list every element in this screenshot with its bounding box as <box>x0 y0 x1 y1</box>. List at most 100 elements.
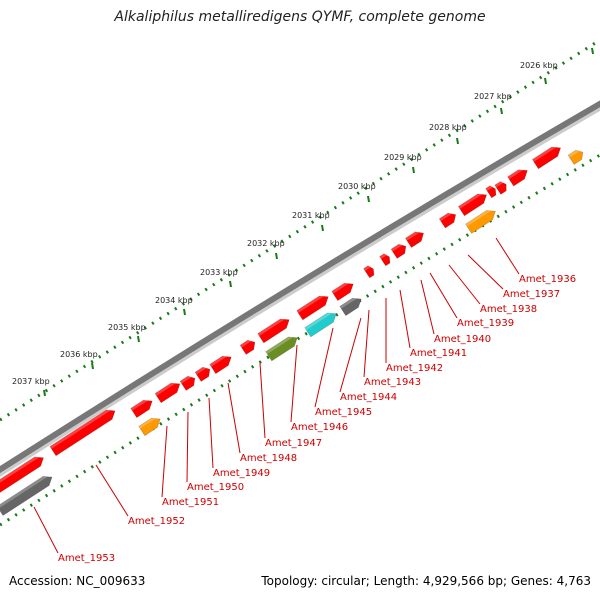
gene-feature <box>138 417 161 437</box>
scale-tick-label: 2032 kbp <box>247 239 285 248</box>
gene-leader-line <box>467 254 504 290</box>
gene-feature <box>405 231 424 248</box>
scale-major-tick <box>275 252 278 260</box>
gene-feature <box>239 339 256 355</box>
scale-tick-label: 2035 kbp <box>108 323 146 332</box>
gene-feature <box>465 210 496 234</box>
gene-label: Amet_1948 <box>240 453 297 464</box>
scale-tick-labels: 2026 kbp 2027 kbp 2028 kbp 2029 kbp 2030 kbp… <box>12 61 558 386</box>
gene-leader-line <box>33 506 59 554</box>
gene-label: Amet_1939 <box>457 318 514 329</box>
scale-major-tick <box>412 166 415 174</box>
gene-feature <box>532 146 561 170</box>
gene-leader-line <box>208 397 214 469</box>
scale-major-tick <box>500 107 503 115</box>
scale-tick-label: 2033 kbp <box>200 268 238 277</box>
gene-label: Amet_1946 <box>291 422 348 433</box>
gene-label: Amet_1947 <box>265 438 322 449</box>
gene-label: Amet_1943 <box>364 377 421 388</box>
gene-label: Amet_1936 <box>519 274 576 285</box>
inner-scale-arc <box>0 153 600 527</box>
scale-major-tick <box>229 280 232 288</box>
gene-leader-line <box>186 411 189 483</box>
gene-feature <box>567 149 584 165</box>
gene-leader-line <box>429 272 458 319</box>
topology-info: Topology: circular; Length: 4,929,566 bp… <box>261 574 591 588</box>
gene-feature <box>0 456 44 494</box>
gene-feature <box>304 312 337 338</box>
gene-feature <box>507 169 528 187</box>
gene-feature <box>130 399 153 419</box>
scale-tick-label: 2026 kbp <box>520 61 558 70</box>
gene-features <box>0 146 584 516</box>
scale-major-tick <box>544 77 547 85</box>
scale-tick-label: 2027 kbp <box>474 92 512 101</box>
scale-major-tick <box>183 308 186 316</box>
gene-feature <box>179 375 196 391</box>
gene-feature <box>458 193 487 217</box>
scale-major-tick <box>591 47 594 55</box>
scale-tick-label: 2028 kbp <box>429 123 467 132</box>
accession-text: Accession: NC_009633 <box>9 574 146 588</box>
gene-feature <box>265 336 298 362</box>
gene-leader-line <box>420 279 435 335</box>
gene-label: Amet_1952 <box>128 516 185 527</box>
scale-major-tick <box>456 137 459 145</box>
gene-feature <box>379 253 391 267</box>
gene-leader-line <box>448 264 481 305</box>
scale-tick-label: 2034 kbp <box>155 296 193 305</box>
gene-leader-line <box>161 425 168 498</box>
gene-feature <box>494 181 507 195</box>
gene-feature <box>296 295 329 321</box>
scale-tick-label: 2031 kbp <box>292 211 330 220</box>
scale-major-tick <box>43 389 46 397</box>
gene-feature <box>485 185 497 199</box>
major-ticks <box>43 47 594 397</box>
outer-scale-arc <box>0 38 600 422</box>
gene-feature <box>194 366 211 382</box>
gene-leader-line <box>339 317 362 393</box>
gene-leader-line <box>314 327 334 408</box>
gene-feature <box>339 297 362 317</box>
gene-leader-line <box>290 344 298 423</box>
gene-leader-line <box>227 382 241 454</box>
map-title: Alkaliphilus metalliredigens QYMF, compl… <box>114 9 486 25</box>
gene-label: Amet_1949 <box>213 468 270 479</box>
gene-leader-line <box>259 362 266 439</box>
scale-tick-label: 2036 kbp <box>60 350 98 359</box>
gene-feature <box>49 409 116 457</box>
gene-label: Amet_1942 <box>386 363 443 374</box>
scale-major-tick <box>367 195 370 203</box>
gene-feature <box>0 476 53 516</box>
backbone-arc <box>0 100 600 474</box>
scale-tick-label: 2029 kbp <box>384 153 422 162</box>
gene-feature <box>390 243 407 259</box>
scale-major-tick <box>91 362 94 370</box>
gene-label: Amet_1937 <box>503 289 560 300</box>
gene-feature <box>438 212 457 229</box>
gene-label: Amet_1941 <box>410 348 467 359</box>
gene-label: Amet_1938 <box>480 304 537 315</box>
scale-tick-label: 2037 kbp <box>12 377 50 386</box>
gene-feature <box>209 355 232 375</box>
gene-feature <box>363 265 375 279</box>
scale-major-tick <box>137 335 140 343</box>
gene-leader-line <box>495 237 520 275</box>
gene-leader-line <box>399 289 411 349</box>
gene-feature <box>331 282 354 302</box>
gene-label: Amet_1944 <box>340 392 397 403</box>
gene-label: Amet_1940 <box>434 334 491 345</box>
gene-feature <box>154 382 181 404</box>
gene-label: Amet_1953 <box>58 553 115 564</box>
gene-label: Amet_1945 <box>315 407 372 418</box>
scale-tick-label: 2030 kbp <box>338 182 376 191</box>
gene-labels: Amet_1936 Amet_1937 Amet_1938 Amet_1939 Amet… <box>33 237 576 564</box>
gene-leader-line <box>363 309 370 378</box>
gene-leader-line <box>95 464 129 517</box>
gene-label: Amet_1951 <box>162 497 219 508</box>
gene-label: Amet_1950 <box>187 482 244 493</box>
gene-feature <box>257 318 290 344</box>
scale-major-tick <box>321 224 324 232</box>
